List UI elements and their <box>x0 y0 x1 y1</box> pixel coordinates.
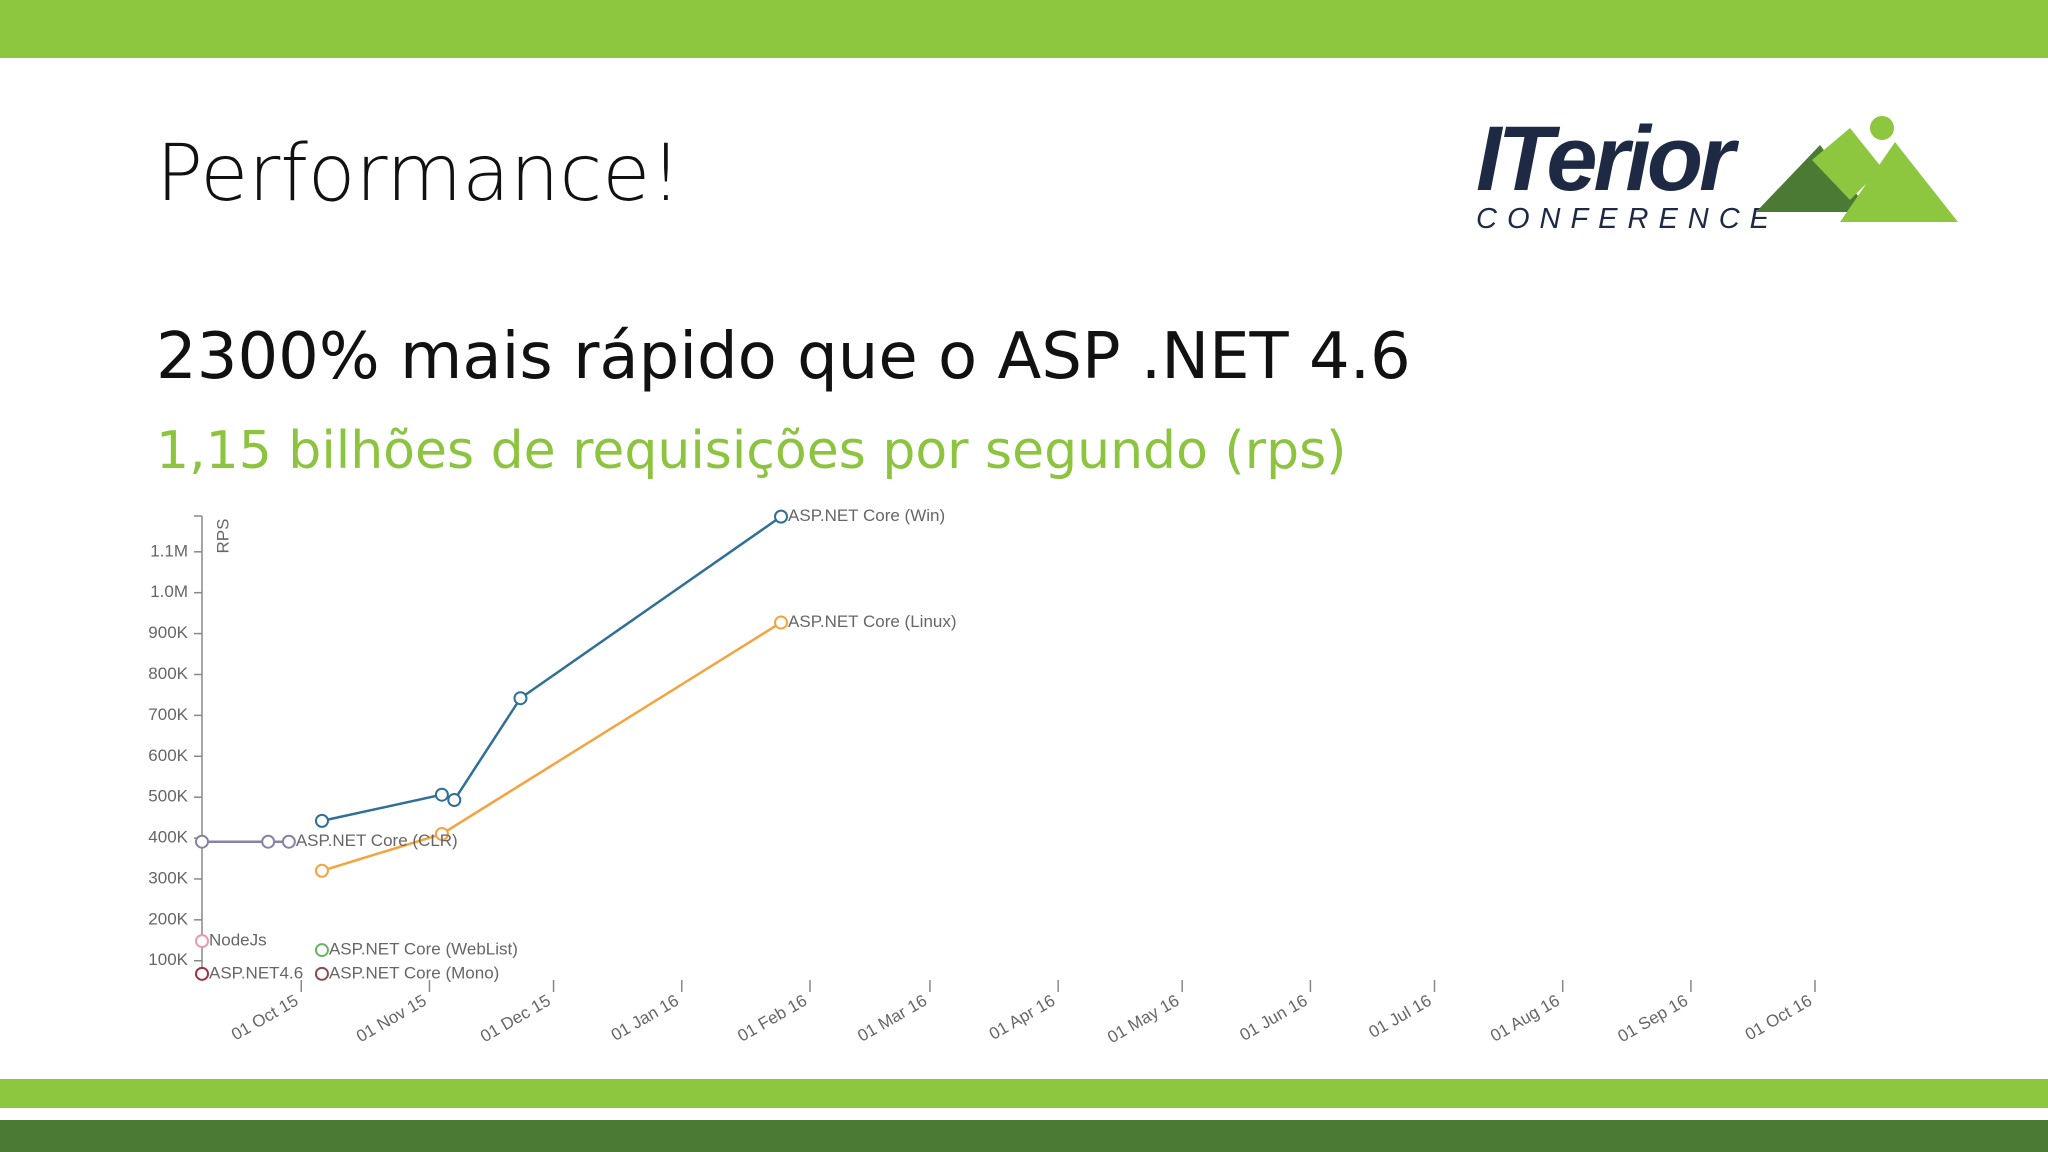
data-point <box>513 691 528 706</box>
x-tick-label: 01 Feb 16 <box>734 991 810 1046</box>
x-tick-label: 01 Dec 15 <box>477 991 554 1046</box>
logo-dot <box>1870 116 1894 140</box>
data-point <box>281 834 296 849</box>
bottom-bar <box>0 1079 2048 1108</box>
top-bar <box>0 0 2048 58</box>
data-point <box>314 966 329 981</box>
y-tick-label: 600K <box>148 746 188 765</box>
x-tick-label: 01 Mar 16 <box>854 991 930 1046</box>
logo-mountain <box>1756 145 1870 212</box>
x-tick-label: 01 Jul 16 <box>1365 991 1434 1042</box>
x-tick-label: 01 Nov 15 <box>353 991 430 1046</box>
data-point <box>434 826 449 841</box>
logo: ITerior CONFERENCE <box>1476 108 1958 235</box>
bottom-bar-dark <box>0 1120 2048 1152</box>
y-axis-label: RPS <box>213 519 232 554</box>
data-point <box>314 943 329 958</box>
series-label: ASP.NET Core (Win) <box>788 506 945 525</box>
series-label: ASP.NET4.6 <box>209 963 303 982</box>
series-label: ASP.NET Core (WebList) <box>329 940 518 959</box>
y-tick-label: 200K <box>148 909 188 928</box>
y-tick-label: 900K <box>148 623 188 642</box>
y-tick-label: 400K <box>148 828 188 847</box>
logo-tagline: CONFERENCE <box>1476 203 1779 235</box>
data-point <box>314 813 329 828</box>
data-point <box>314 863 329 878</box>
logo-name: ITerior <box>1476 108 1739 210</box>
series-label: ASP.NET Core (CLR) <box>296 831 458 850</box>
data-point <box>195 934 209 949</box>
data-point <box>195 966 209 981</box>
y-tick-label: 500K <box>148 787 188 806</box>
series-label: ASP.NET Core (Mono) <box>329 963 499 982</box>
series-label: ASP.NET Core (Linux) <box>788 612 957 631</box>
slide-heading: 2300% mais rápido que o ASP .NET 4.6 <box>156 320 1411 394</box>
x-tick-label: 01 Oct 16 <box>1742 991 1815 1044</box>
logo-mountain <box>1840 142 1958 222</box>
x-tick-label: 01 Jan 16 <box>608 991 682 1045</box>
y-tick-label: 800K <box>148 664 188 683</box>
y-tick-label: 700K <box>148 705 188 724</box>
data-point <box>774 615 789 630</box>
x-tick-label: 01 Apr 16 <box>986 991 1059 1044</box>
data-point <box>774 509 789 524</box>
data-point <box>447 793 462 808</box>
x-tick-label: 01 Aug 16 <box>1487 991 1563 1046</box>
series-label: NodeJs <box>209 931 267 950</box>
y-tick-label: 100K <box>148 950 188 969</box>
x-tick-label: 01 Sep 16 <box>1615 991 1692 1046</box>
series-line <box>321 515 782 823</box>
data-point <box>195 834 209 849</box>
slide-title: Performance! <box>156 129 682 219</box>
data-point <box>261 834 276 849</box>
x-tick-label: 01 May 16 <box>1104 991 1182 1047</box>
logo-mountain <box>1812 128 1882 200</box>
y-tick-label: 1.0M <box>150 582 188 601</box>
x-tick-label: 01 Oct 15 <box>228 991 301 1044</box>
data-point <box>434 787 449 802</box>
x-tick-label: 01 Jun 16 <box>1236 991 1310 1045</box>
slide-subheading: 1,15 bilhões de requisições por segundo … <box>156 421 1346 481</box>
y-tick-label: 300K <box>148 868 188 887</box>
y-tick-label: 1.1M <box>150 541 188 560</box>
